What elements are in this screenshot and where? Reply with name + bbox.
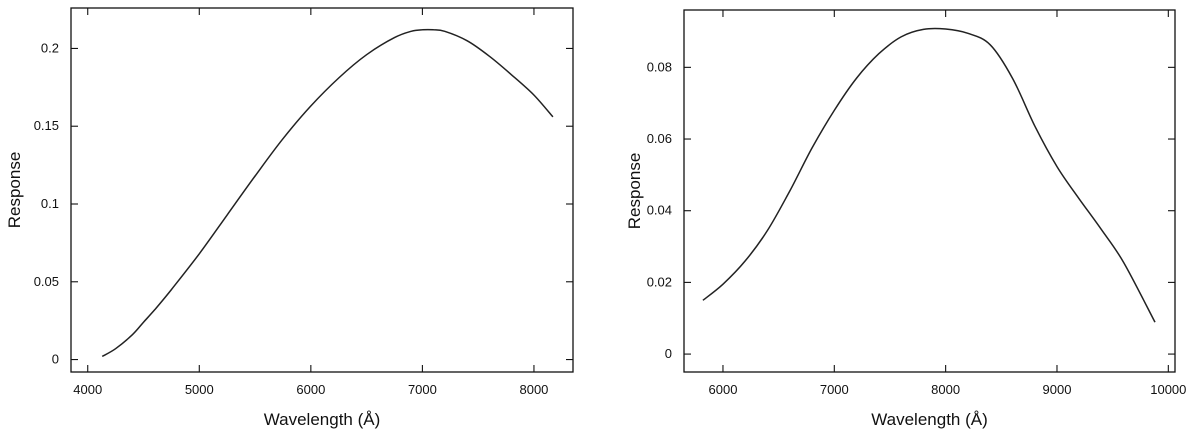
- y-tick-label: 0.06: [647, 131, 672, 146]
- response-curve: [101, 28, 554, 358]
- y-tick-label: 0.05: [34, 274, 59, 289]
- y-tick-label: 0.1: [41, 196, 59, 211]
- x-tick-label: 5000: [185, 382, 214, 397]
- y-axis-title: Response: [5, 152, 24, 229]
- y-tick-label: 0.04: [647, 203, 672, 218]
- x-tick-label: 6000: [709, 382, 738, 397]
- y-tick-label: 0: [52, 352, 59, 367]
- x-tick-label: 9000: [1043, 382, 1072, 397]
- plot-frame: [70, 7, 574, 373]
- plot-frame: [683, 9, 1176, 373]
- chart-right: 6000 7000 8000 9000 10000 0 0.02 0.04 0.06 0.08 Wa…: [625, 9, 1186, 429]
- y-tick-label: 0: [665, 346, 672, 361]
- y-tick-label: 0.02: [647, 274, 672, 289]
- x-axis-title: Wavelength (Å): [264, 410, 381, 429]
- y-tick-label: 0.08: [647, 59, 672, 74]
- x-tick-label: 8000: [519, 382, 548, 397]
- y-tick-label: 0.15: [34, 118, 59, 133]
- y-axis-title: Response: [625, 153, 644, 230]
- y-tick-label: 0.2: [41, 40, 59, 55]
- chart-left: 4000 5000 6000 7000 8000 0 0.05 0.1 0.15 0.2 Wavel…: [5, 7, 574, 429]
- x-tick-label: 7000: [408, 382, 437, 397]
- x-tick-label: 4000: [73, 382, 102, 397]
- x-tick-label: 6000: [296, 382, 325, 397]
- response-curve: [702, 27, 1156, 323]
- x-tick-label: 10000: [1150, 382, 1186, 397]
- x-tick-label: 8000: [931, 382, 960, 397]
- x-tick-label: 7000: [820, 382, 849, 397]
- x-axis-title: Wavelength (Å): [871, 410, 988, 429]
